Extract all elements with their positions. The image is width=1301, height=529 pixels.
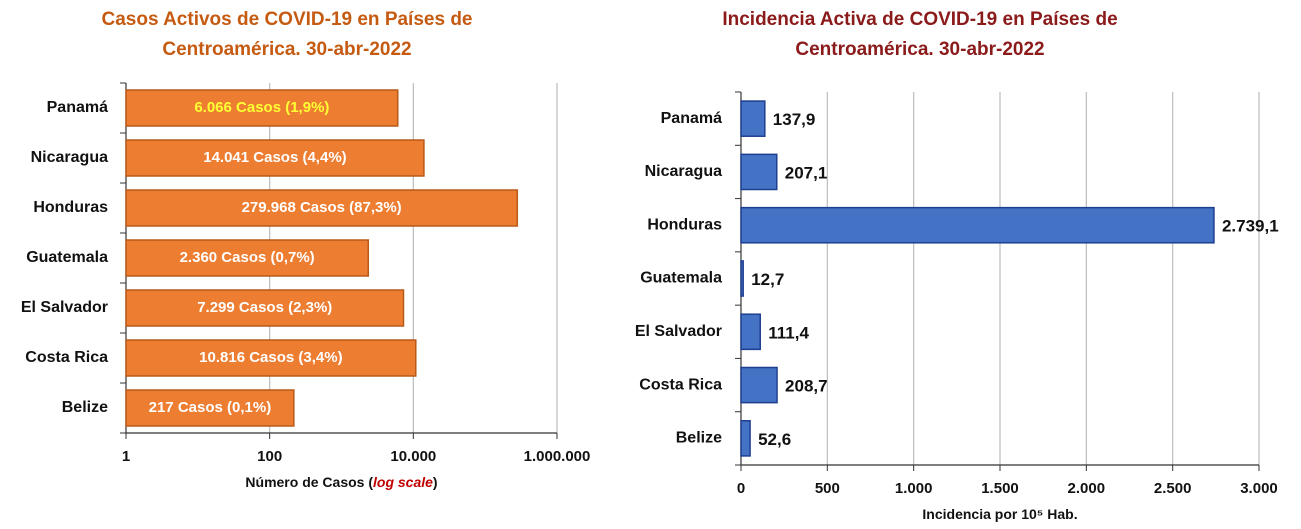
bar [125, 189, 519, 227]
x-axis-label: Incidencia por 10⁵ Hab. [922, 506, 1077, 522]
bar [740, 100, 766, 137]
value-label: 279.968 Casos (87,3%) [242, 199, 402, 216]
category-label: Belize [676, 430, 722, 447]
x-axis-label-part: Incidencia por 10⁵ Hab. [922, 506, 1077, 522]
value-label: 52,6 [758, 430, 791, 449]
category-label: Costa Rica [25, 349, 108, 366]
x-tick-label: 2.500 [1154, 480, 1192, 497]
bar [125, 339, 417, 377]
category-label: Nicaragua [31, 149, 108, 166]
x-tick-label: 2.000 [1068, 480, 1106, 497]
x-axis-label-part: log scale [373, 474, 433, 490]
x-tick-label: 500 [815, 480, 840, 497]
bar [740, 153, 778, 191]
x-axis-label-part: ) [433, 474, 438, 490]
bar [740, 420, 751, 457]
value-label: 10.816 Casos (3,4%) [199, 349, 342, 366]
x-tick-label: 0 [737, 480, 745, 497]
chart-title: Centroamérica. 30-abr-2022 [795, 39, 1044, 60]
category-label: El Salvador [21, 299, 108, 316]
bar [125, 139, 425, 177]
category-label: El Salvador [635, 323, 722, 340]
bar [125, 239, 370, 277]
category-label: Costa Rica [639, 376, 722, 393]
category-label: Guatemala [26, 249, 108, 266]
value-label: 14.041 Casos (4,4%) [203, 149, 346, 166]
value-label: 2.360 Casos (0,7%) [180, 249, 315, 266]
value-label: 217 Casos (0,1%) [149, 399, 272, 416]
x-tick-label: 1.500 [981, 480, 1019, 497]
x-axis-label-part: Número de Casos ( [245, 474, 373, 490]
category-label: Guatemala [640, 270, 722, 287]
value-label: 208,7 [785, 377, 828, 396]
bar [125, 389, 295, 427]
category-label: Panamá [47, 99, 108, 116]
bar [125, 289, 405, 327]
category-label: Honduras [647, 216, 722, 233]
value-label: 2.739,1 [1222, 217, 1279, 236]
bar [740, 260, 744, 297]
x-tick-label: 1.000.000 [524, 448, 591, 465]
x-tick-label: 10.000 [390, 448, 436, 465]
value-label: 137,9 [773, 110, 816, 129]
x-tick-label: 100 [257, 448, 282, 465]
value-label: 7.299 Casos (2,3%) [197, 299, 332, 316]
bar [740, 313, 761, 351]
chart-title: Casos Activos de COVID-19 en Países de [101, 9, 472, 30]
value-label: 207,1 [785, 163, 828, 182]
x-tick-label: 1.000 [895, 480, 933, 497]
x-tick-label: 1 [122, 448, 130, 465]
category-label: Belize [62, 399, 108, 416]
value-label: 6.066 Casos (1,9%) [194, 99, 329, 116]
bar [125, 89, 399, 127]
x-axis-label: Número de Casos (log scale) [245, 474, 437, 490]
bar [740, 366, 778, 404]
x-tick-label: 3.000 [1240, 480, 1278, 497]
chart-title: Incidencia Activa de COVID-19 en Países … [722, 9, 1117, 30]
value-label: 12,7 [751, 270, 784, 289]
value-label: 111,4 [768, 323, 809, 342]
category-label: Nicaragua [645, 163, 722, 180]
category-label: Panamá [661, 110, 722, 127]
bar [740, 206, 1215, 244]
chart-title: Centroamérica. 30-abr-2022 [162, 39, 411, 60]
category-label: Honduras [33, 199, 108, 216]
